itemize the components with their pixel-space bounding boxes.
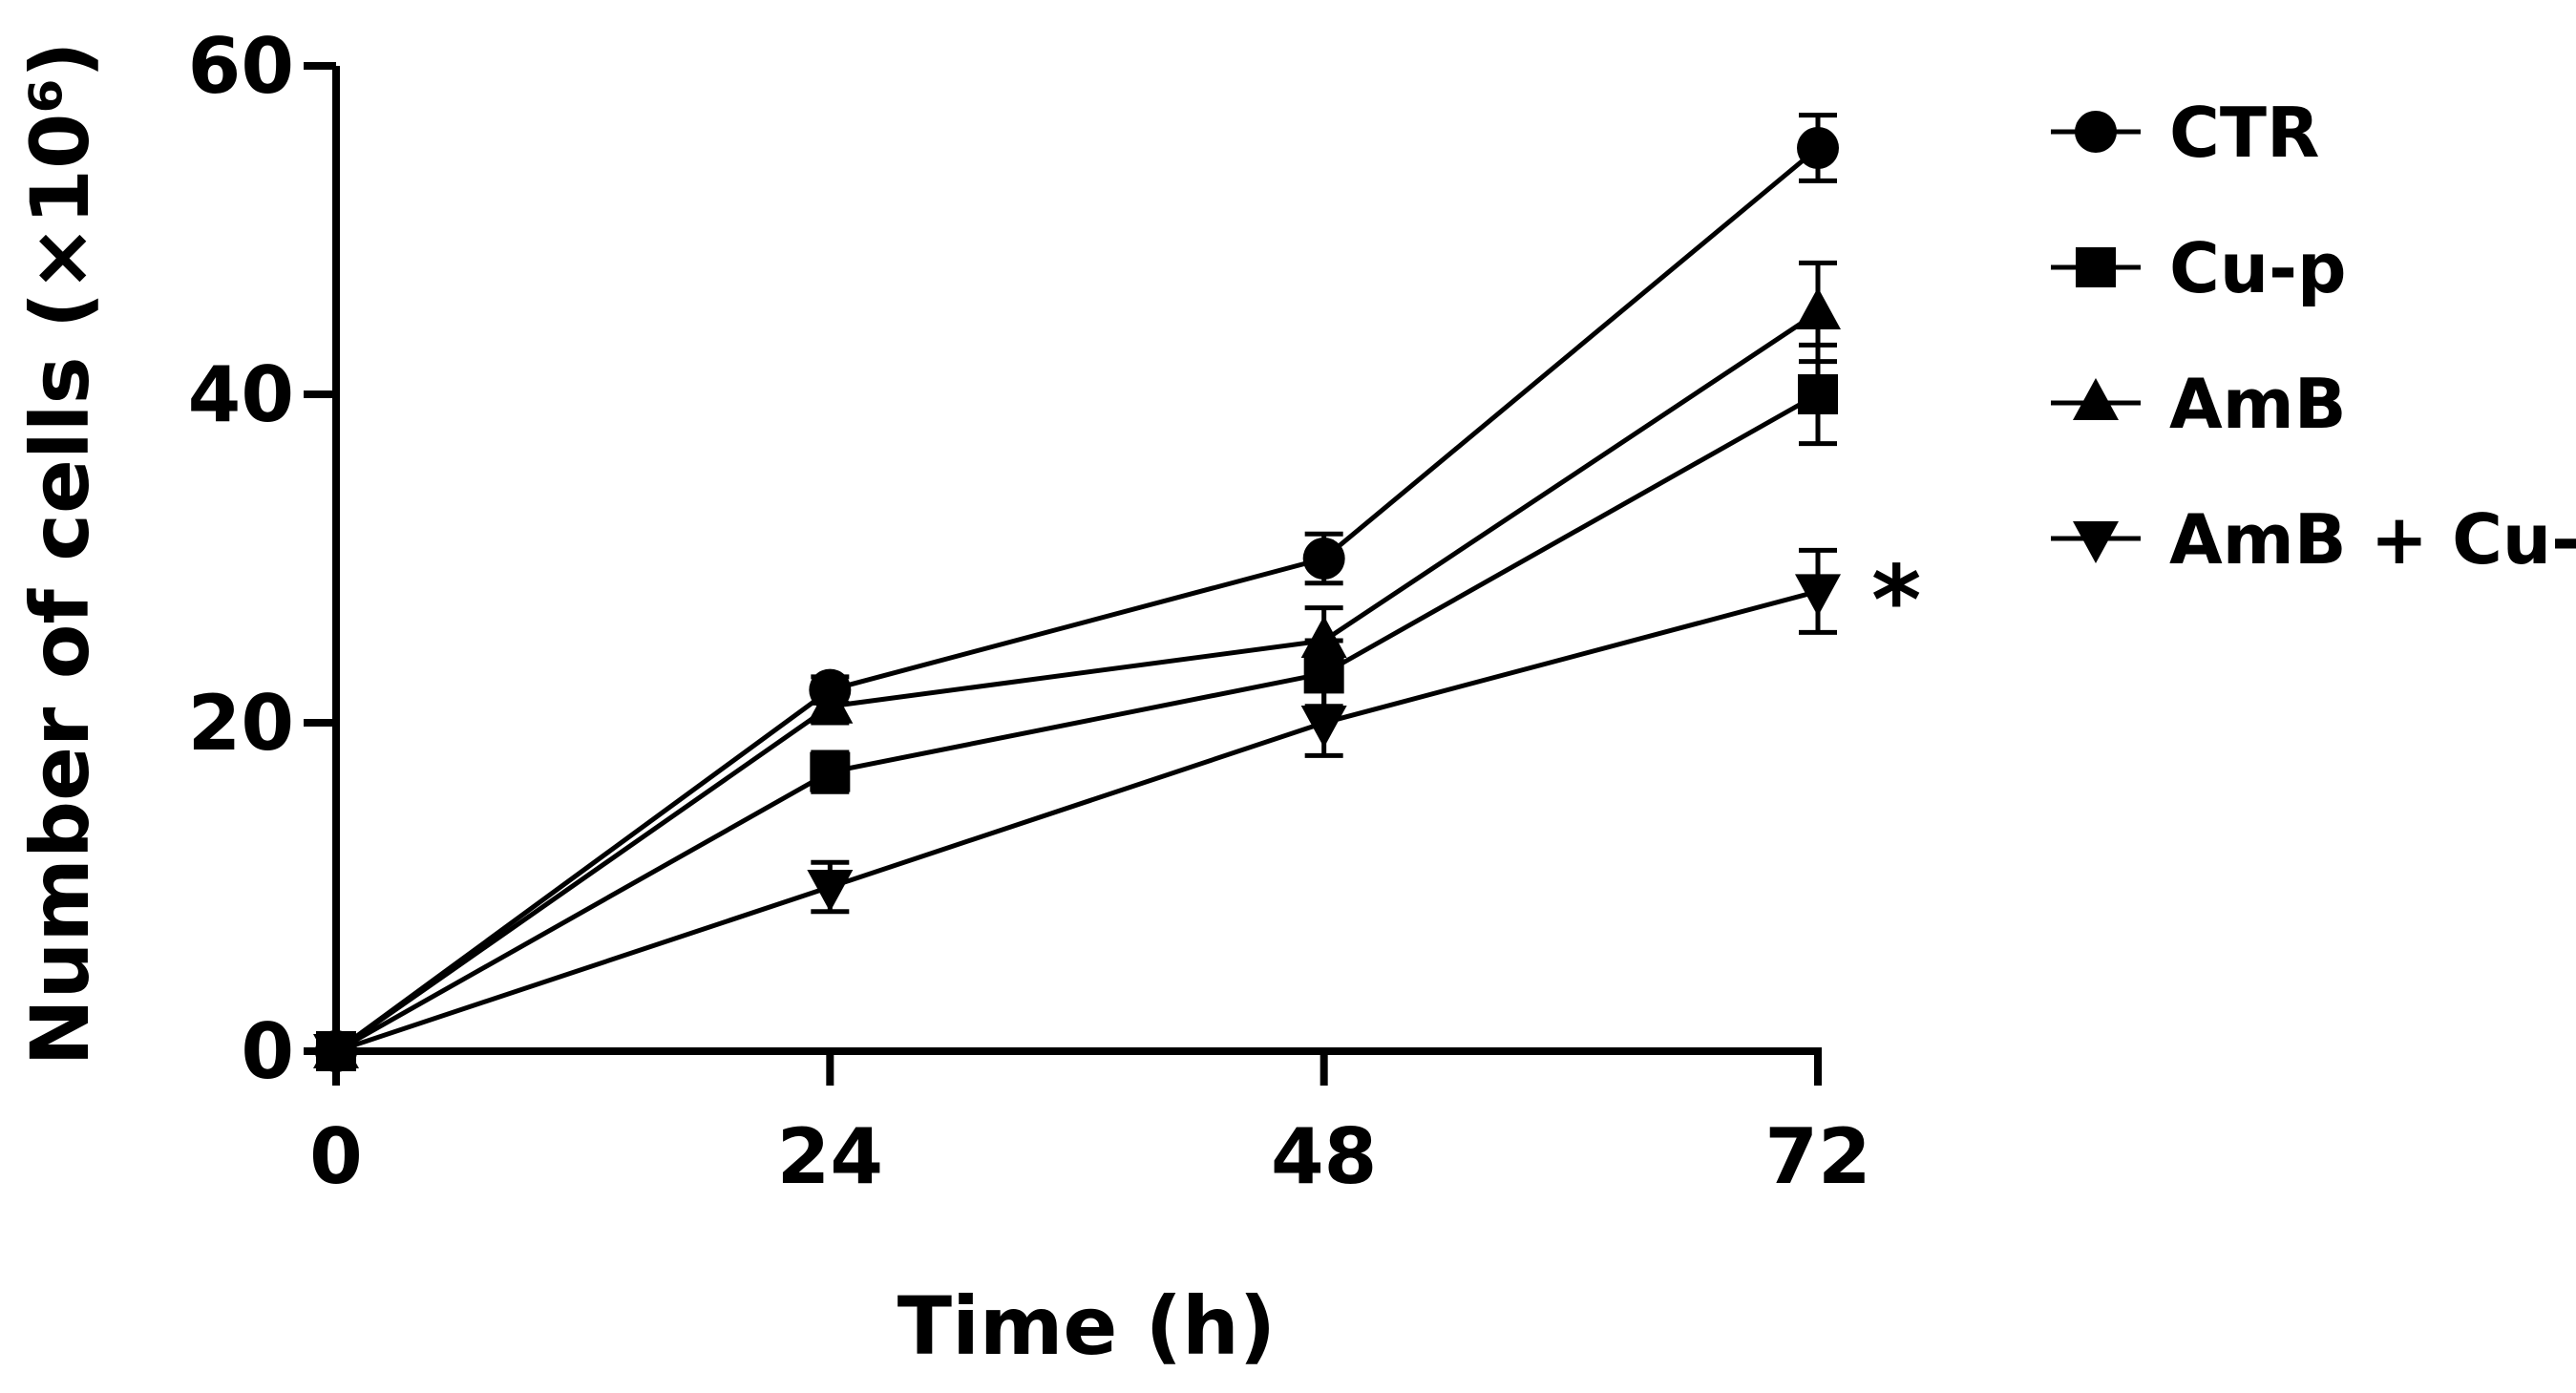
legend: CTR Cu-p AmB AmB + Cu-p <box>2051 93 2576 580</box>
data-point <box>1300 616 1347 658</box>
x-tick-label: 48 <box>1271 1112 1377 1201</box>
y-tick-label: 60 <box>188 22 294 111</box>
series-amb-cu-p <box>313 547 1841 1076</box>
series-line <box>335 588 1819 1054</box>
legend-entry: CTR <box>2051 93 2319 173</box>
legend-label: AmB <box>2169 364 2347 444</box>
data-point <box>313 1034 359 1076</box>
axes <box>332 66 1822 1055</box>
y-tick-label: 20 <box>188 679 294 768</box>
x-axis-title: Time (h) <box>897 1279 1276 1373</box>
data-point <box>1795 574 1841 617</box>
x-tick-label: 24 <box>777 1112 883 1201</box>
series-line <box>334 309 1820 1054</box>
series-layer <box>313 113 1841 1076</box>
legend-marker <box>2075 111 2117 153</box>
data-point <box>1797 127 1839 169</box>
x-tick-label: 72 <box>1764 1112 1870 1201</box>
legend-label: AmB + Cu-p <box>2169 499 2576 580</box>
legend-marker <box>2073 521 2119 563</box>
legend-label: Cu-p <box>2169 228 2347 308</box>
y-axis-ticks: 0 20 40 60 <box>188 22 336 1096</box>
legend-marker <box>2073 378 2119 420</box>
series-cu-p <box>316 342 1838 1071</box>
data-point <box>807 681 854 724</box>
legend-label: CTR <box>2169 93 2319 173</box>
data-point <box>1302 538 1345 580</box>
series-line <box>334 146 1820 1054</box>
legend-entry: Cu-p <box>2051 228 2347 308</box>
x-axis-ticks: 0 24 48 72 <box>309 1051 1871 1201</box>
legend-entry: AmB + Cu-p <box>2051 499 2576 580</box>
series-amb <box>313 260 1841 1068</box>
data-point <box>807 870 854 912</box>
annotations: * <box>1871 544 1921 656</box>
data-point <box>1798 374 1838 414</box>
legend-marker <box>2076 247 2116 287</box>
data-point <box>1795 287 1841 329</box>
y-axis-title: Number of cells (×10⁶) <box>13 41 107 1066</box>
series-line <box>334 391 1820 1054</box>
legend-entry: AmB <box>2051 364 2347 444</box>
series-ctr <box>315 113 1839 1072</box>
data-point <box>1300 706 1347 748</box>
x-tick-label: 0 <box>309 1112 363 1201</box>
y-tick-label: 0 <box>241 1007 294 1096</box>
significance-marker: * <box>1871 544 1921 656</box>
data-point <box>810 751 851 792</box>
y-tick-label: 40 <box>188 350 294 439</box>
